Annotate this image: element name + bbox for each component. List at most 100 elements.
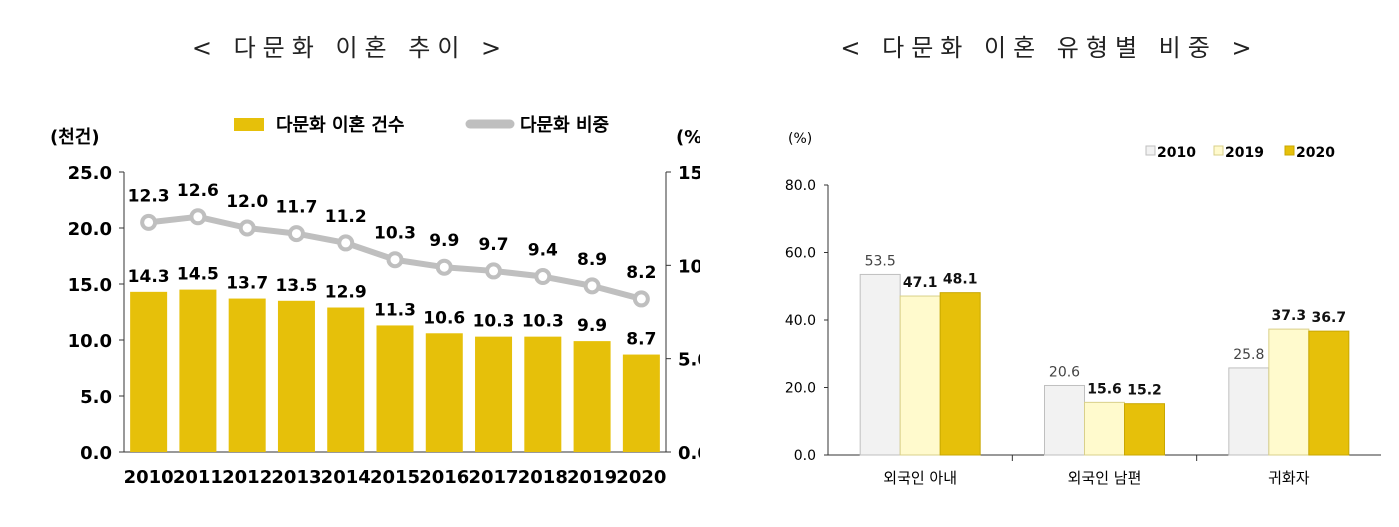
bar-value-label: 15.6 bbox=[1087, 381, 1122, 397]
legend-swatch-2020 bbox=[1284, 145, 1295, 156]
bar bbox=[622, 354, 660, 452]
legend-swatch-2019 bbox=[1213, 145, 1224, 156]
divorce-trend-panel: < 다문화 이혼 추이 > (천건) (%) 0.0 5.0 10.0 15.0 20.0 2… bbox=[50, 34, 700, 488]
bar bbox=[573, 341, 611, 452]
line-value-label: 8.2 bbox=[626, 263, 656, 283]
x-tick-label: 2018 bbox=[518, 467, 568, 488]
bar bbox=[277, 300, 315, 452]
bar-value-label: 13.5 bbox=[275, 276, 317, 296]
bar-value-label: 48.1 bbox=[943, 272, 978, 288]
y-tick-label: 0.0 bbox=[794, 448, 816, 464]
bar-value-label: 47.1 bbox=[903, 275, 938, 291]
bar-2020 bbox=[1124, 403, 1165, 456]
x-tick-label: 2016 bbox=[419, 467, 469, 488]
type-chart: (%) 0.0 20.0 40.0 60.0 80.0 53.5 47.1 48.1 외국인 아내… bbox=[785, 131, 1381, 487]
x-tick-label: 2011 bbox=[173, 467, 223, 488]
trend-chart: (천건) (%) 0.0 5.0 10.0 15.0 20.0 25.0 0.0 5.0 10.0 1… bbox=[50, 114, 700, 488]
y-tick-label: 20.0 bbox=[785, 381, 816, 397]
bar-value-label: 15.2 bbox=[1127, 383, 1162, 399]
x-tick-label: 2015 bbox=[370, 467, 420, 488]
share-point bbox=[583, 277, 601, 295]
share-point bbox=[485, 262, 503, 280]
line-value-label: 9.4 bbox=[528, 241, 558, 261]
bar-2010 bbox=[1228, 367, 1270, 456]
share-point bbox=[632, 290, 650, 308]
right-tick-label: 5.0 bbox=[678, 350, 700, 371]
legend-bar-swatch bbox=[234, 118, 264, 131]
line-value-label: 12.0 bbox=[226, 192, 268, 212]
type-chart-title: < 다문화 이혼 유형별 비중 > bbox=[840, 34, 1259, 62]
x-tick-label: 2020 bbox=[616, 467, 666, 488]
share-point bbox=[435, 258, 453, 276]
bar-2019 bbox=[1084, 401, 1125, 456]
bar-value-label: 10.3 bbox=[473, 312, 515, 332]
bar-value-label: 25.8 bbox=[1233, 347, 1264, 363]
legend-label-2010: 2010 bbox=[1157, 145, 1196, 161]
x-tick-label: 2014 bbox=[321, 467, 371, 488]
bar bbox=[524, 336, 562, 452]
left-tick-label: 5.0 bbox=[80, 387, 112, 408]
bar-2010 bbox=[859, 273, 901, 456]
bar-value-label: 37.3 bbox=[1272, 308, 1307, 324]
bar-2010 bbox=[1044, 384, 1085, 456]
trend-chart-title: < 다문화 이혼 추이 > bbox=[191, 34, 509, 62]
share-point bbox=[189, 208, 207, 226]
legend-label-2020: 2020 bbox=[1296, 145, 1335, 161]
bar-value-label: 13.7 bbox=[226, 274, 268, 294]
line-value-label: 9.9 bbox=[429, 231, 459, 251]
bar-value-label: 9.9 bbox=[577, 316, 607, 336]
bar-value-label: 10.3 bbox=[522, 312, 564, 332]
y-unit-label: (%) bbox=[788, 131, 812, 147]
bar bbox=[228, 298, 266, 452]
legend-swatch-2010 bbox=[1145, 145, 1156, 156]
left-tick-label: 0.0 bbox=[80, 443, 112, 464]
bar bbox=[475, 336, 513, 452]
bar-2019 bbox=[899, 295, 941, 456]
bar-value-label: 53.5 bbox=[865, 253, 896, 269]
bar bbox=[425, 333, 463, 452]
left-tick-label: 15.0 bbox=[68, 275, 112, 296]
share-point bbox=[534, 268, 552, 286]
line-value-label: 11.2 bbox=[325, 207, 367, 227]
y-tick-label: 60.0 bbox=[785, 246, 816, 262]
bar-value-label: 14.5 bbox=[177, 265, 219, 285]
line-value-label: 9.7 bbox=[478, 235, 508, 255]
x-tick-label: 외국인 아내 bbox=[883, 469, 957, 487]
y-tick-label: 80.0 bbox=[785, 178, 816, 194]
y-tick-label: 40.0 bbox=[785, 313, 816, 329]
bar bbox=[327, 307, 365, 452]
legend-label-2019: 2019 bbox=[1225, 145, 1264, 161]
bar-value-label: 10.6 bbox=[423, 308, 465, 328]
bar bbox=[376, 325, 414, 452]
right-unit-label: (%) bbox=[676, 127, 700, 148]
bar-value-label: 8.7 bbox=[626, 330, 656, 350]
x-tick-label: 귀화자 bbox=[1268, 469, 1310, 487]
bar-value-label: 14.3 bbox=[128, 267, 170, 287]
line-value-label: 11.7 bbox=[275, 198, 317, 218]
x-tick-label: 2013 bbox=[271, 467, 321, 488]
line-value-label: 10.3 bbox=[374, 224, 416, 244]
x-tick-label: 2017 bbox=[468, 467, 518, 488]
share-point bbox=[337, 234, 355, 252]
share-point bbox=[140, 213, 158, 231]
line-value-label: 12.3 bbox=[128, 186, 170, 206]
bar-2019 bbox=[1268, 328, 1310, 456]
bar-value-label: 36.7 bbox=[1312, 310, 1347, 326]
left-tick-label: 10.0 bbox=[68, 331, 112, 352]
x-tick-label: 2019 bbox=[567, 467, 617, 488]
share-point bbox=[238, 219, 256, 237]
x-tick-label: 2012 bbox=[222, 467, 272, 488]
left-unit-label: (천건) bbox=[50, 127, 100, 148]
bar-value-label: 20.6 bbox=[1049, 364, 1080, 380]
line-value-label: 12.6 bbox=[177, 181, 219, 201]
divorce-type-panel: < 다문화 이혼 유형별 비중 > (%) 0.0 20.0 40.0 60.0 80.0… bbox=[700, 0, 1399, 527]
bar-2020 bbox=[939, 292, 981, 456]
x-tick-label: 2010 bbox=[124, 467, 174, 488]
bar-value-label: 11.3 bbox=[374, 300, 416, 320]
share-point bbox=[386, 251, 404, 269]
bar-2020 bbox=[1308, 330, 1350, 456]
legend-bar-label: 다문화 이혼 건수 bbox=[276, 114, 404, 136]
bar bbox=[179, 289, 217, 452]
x-tick-label: 외국인 남편 bbox=[1068, 469, 1142, 487]
right-tick-label: 15.0 bbox=[678, 163, 700, 184]
